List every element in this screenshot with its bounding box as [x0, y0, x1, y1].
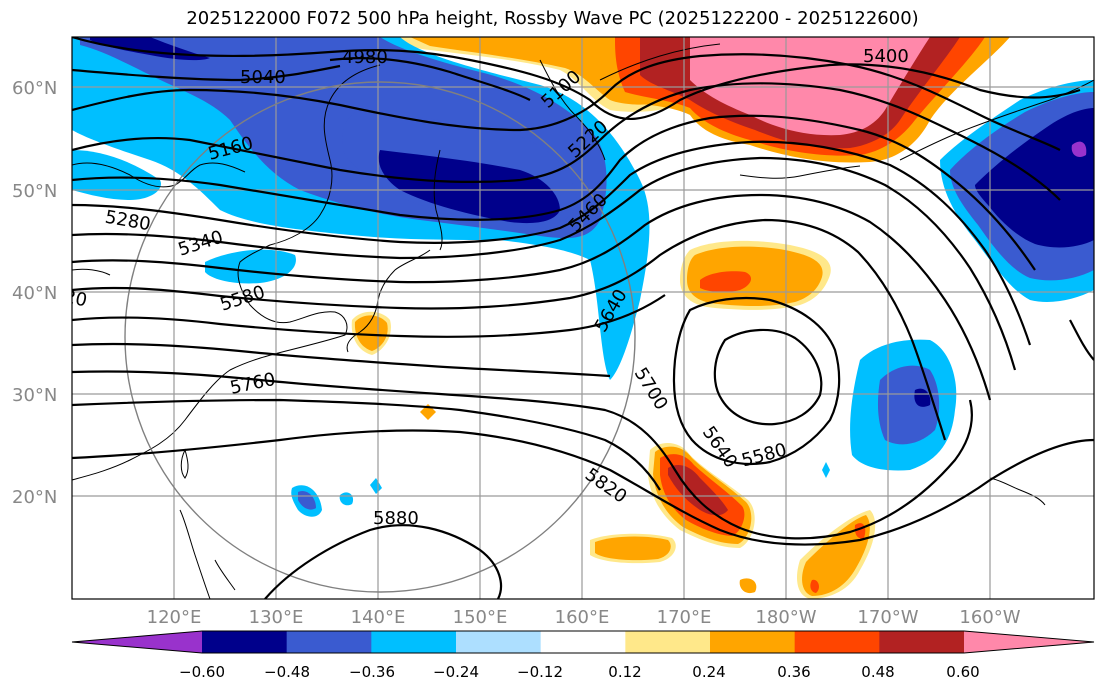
lon-label: 180°W	[755, 607, 816, 628]
colorbar	[71, 630, 1095, 654]
contour-label: 5880	[373, 508, 419, 529]
longitude-labels: 120°E 130°E 140°E 150°E 160°E 170°E 180°…	[147, 607, 1021, 628]
colorbar-tick-label: −0.36	[349, 663, 395, 681]
lon-label: 170°W	[857, 607, 918, 628]
contour-label: 20	[62, 286, 89, 311]
colorbar-ticks: −0.60 −0.48 −0.36 −0.24 −0.12 0.12 0.24 …	[179, 663, 980, 681]
lat-label: 20°N	[12, 487, 57, 508]
lon-label: 160°E	[555, 607, 610, 628]
lon-label: 120°E	[147, 607, 202, 628]
map-panel: 4980 5040 5100 5160 5220 5280 5340 5400 …	[62, 37, 1094, 599]
colorbar-tick-label: 0.12	[608, 663, 641, 681]
colorbar-tick-label: −0.48	[264, 663, 310, 681]
positive-anomaly-shading	[351, 37, 1010, 599]
colorbar-segment	[72, 631, 202, 653]
lat-label: 60°N	[12, 78, 57, 99]
colorbar-segment	[710, 631, 796, 653]
lon-label: 170°E	[657, 607, 712, 628]
lon-label: 150°E	[453, 607, 508, 628]
colorbar-tick-label: 0.36	[777, 663, 810, 681]
lon-label: 130°E	[249, 607, 304, 628]
map-frame	[71, 36, 1095, 600]
colorbar-tick-label: 0.60	[946, 663, 979, 681]
graticule	[72, 37, 1094, 599]
colorbar-outline	[71, 630, 1095, 654]
coastlines	[72, 43, 1094, 599]
colorbar-segment	[540, 631, 626, 653]
colorbar-tick-label: −0.12	[517, 663, 563, 681]
contour-label: 5400	[863, 46, 909, 67]
colorbar-segment	[456, 631, 542, 653]
lon-label: 160°W	[959, 607, 1020, 628]
colorbar-segment	[794, 631, 880, 653]
range-circle	[124, 81, 636, 593]
colorbar-segment	[371, 631, 457, 653]
latitude-labels: 60°N 50°N 40°N 30°N 20°N	[12, 78, 57, 508]
lat-label: 50°N	[12, 181, 57, 202]
contour-label: 5040	[240, 67, 286, 88]
colorbar-tick-label: 0.24	[692, 663, 725, 681]
colorbar-segment	[202, 631, 288, 653]
colorbar-tick-label: −0.60	[179, 663, 225, 681]
colorbar-segment	[964, 631, 1094, 653]
colorbar-tick-label: 0.48	[861, 663, 894, 681]
lat-label: 40°N	[12, 283, 57, 304]
colorbar-segment	[286, 631, 372, 653]
contour-label: 4980	[342, 47, 388, 68]
lon-label: 140°E	[351, 607, 406, 628]
colorbar-tick-label: −0.24	[433, 663, 479, 681]
lat-label: 30°N	[12, 385, 57, 406]
colorbar-segment	[625, 631, 711, 653]
height-contours	[72, 37, 1094, 599]
colorbar-segment	[879, 631, 965, 653]
map-title: 2025122000 F072 500 hPa height, Rossby W…	[186, 8, 919, 29]
